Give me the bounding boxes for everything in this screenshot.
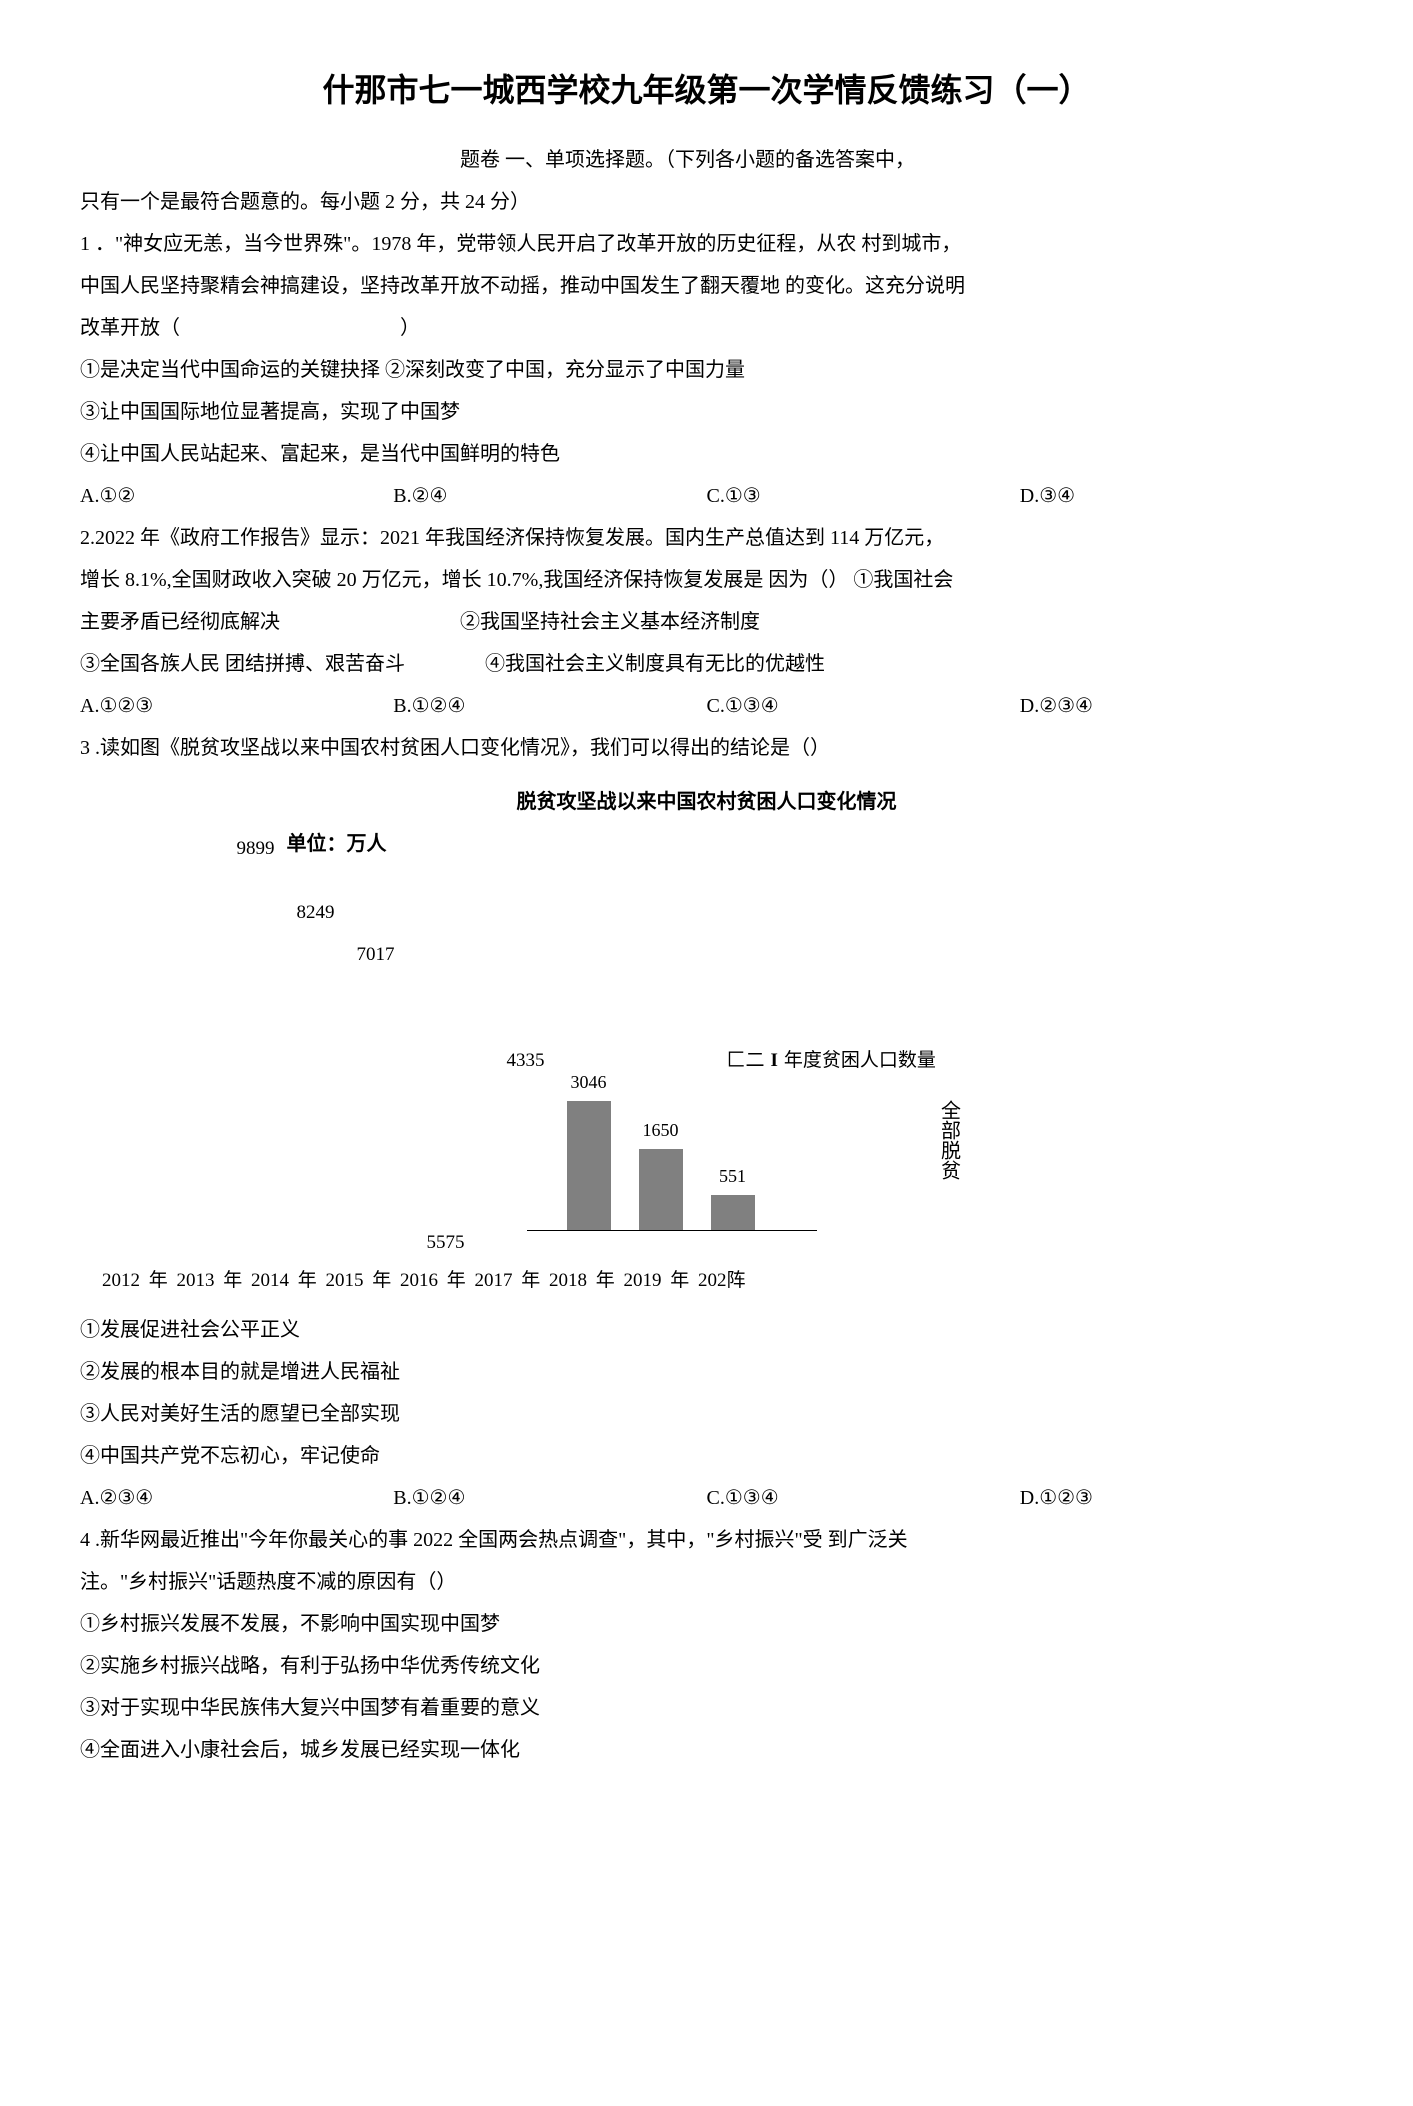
bar-3046: 3046 — [567, 1065, 611, 1231]
q3-stem: 3 .读如图《脱贫攻坚战以来中国农村贫困人口变化情况》，我们可以得出的结论是（） — [80, 729, 1333, 767]
chart-value-8249: 8249 — [297, 895, 335, 931]
q3-option-d[interactable]: D.①②③ — [1020, 1479, 1333, 1517]
bar-rect-1650 — [639, 1149, 683, 1231]
chart-title: 脱贫攻坚战以来中国农村贫困人口变化情况 — [80, 783, 1333, 821]
q4-statement-3: ③对于实现中华民族伟大复兴中国梦有着重要的意义 — [80, 1689, 1333, 1727]
chart-value-4335: 4335 — [507, 1043, 545, 1079]
q2-option-c[interactable]: C.①③④ — [707, 687, 1020, 725]
page-title: 什那市七一城西学校九年级第一次学情反馈练习（一） — [80, 60, 1333, 121]
bar-rect-3046 — [567, 1101, 611, 1231]
q1-statement-3: ④让中国人民站起来、富起来，是当代中国鲜明的特色 — [80, 435, 1333, 473]
q3-statement-1: ①发展促进社会公平正义 — [80, 1311, 1333, 1349]
bar-1650: 1650 — [639, 1113, 683, 1231]
section-instructions-2: 只有一个是最符合题意的。每小题 2 分，共 24 分） — [80, 183, 1333, 221]
chart-legend: 匚二 I 年度贫困人口数量 — [727, 1043, 936, 1079]
q2-option-a[interactable]: A.①②③ — [80, 687, 393, 725]
q1-options: A.①② B.②④ C.①③ D.③④ — [80, 477, 1333, 515]
q1-stem-2: 中国人民坚持聚精会神搞建设，坚持改革开放不动摇，推动中国发生了翻天覆地 的变化。… — [80, 267, 1333, 305]
bar-label-551: 551 — [719, 1159, 746, 1193]
section-instructions-1: 题卷 一、单项选择题。（下列各小题的备选答案中， — [80, 141, 1333, 179]
legend-i: I — [771, 1043, 778, 1079]
q1-option-d[interactable]: D.③④ — [1020, 477, 1333, 515]
q1-statement-1: ①是决定当代中国命运的关键抉择 ②深刻改变了中国，充分显示了中国力量 — [80, 351, 1333, 389]
chart-baseline — [527, 1230, 817, 1231]
q4-stem-2: 注。"乡村振兴"话题热度不减的原因有（） — [80, 1563, 1333, 1601]
q1-option-c[interactable]: C.①③ — [707, 477, 1020, 515]
chart-value-9899: 9899 — [237, 831, 275, 867]
q2-option-d[interactable]: D.②③④ — [1020, 687, 1333, 725]
chart-side-label: 全部脱贫 — [937, 1100, 961, 1180]
q1-option-b[interactable]: B.②④ — [393, 477, 706, 515]
q3-options: A.②③④ B.①②④ C.①③④ D.①②③ — [80, 1479, 1333, 1517]
bar-551: 551 — [711, 1159, 755, 1231]
q4-statement-2: ②实施乡村振兴战略，有利于弘扬中华优秀传统文化 — [80, 1647, 1333, 1685]
q1-stem-1: 1 ．"神女应无恙，当今世界殊"。1978 年，党带领人民开启了改革开放的历史征… — [80, 225, 1333, 263]
legend-text: 年度贫困人口数量 — [784, 1043, 936, 1079]
chart-unit-label: 单位：万人 — [287, 825, 387, 863]
q3-statement-4: ④中国共产党不忘初心，牢记使命 — [80, 1437, 1333, 1475]
q1-stem-3: 改革开放（ ） — [80, 309, 1333, 347]
q4-statement-4: ④全面进入小康社会后，城乡发展已经实现一体化 — [80, 1731, 1333, 1769]
chart-area: 单位：万人 9899 8249 7017 4335 5575 匚二 I 年度贫困… — [227, 825, 1187, 1255]
q3-statement-3: ③人民对美好生活的愿望已全部实现 — [80, 1395, 1333, 1433]
chart-value-7017: 7017 — [357, 937, 395, 973]
q2-stem-4: ③全国各族人民 团结拼搏、艰苦奋斗 ④我国社会主义制度具有无比的优越性 — [80, 645, 1333, 683]
q2-stem-1: 2.2022 年《政府工作报告》显示：2021 年我国经济保持恢复发展。国内生产… — [80, 519, 1333, 557]
chart-value-5575: 5575 — [427, 1225, 465, 1261]
bar-label-1650: 1650 — [643, 1113, 679, 1147]
q4-statement-1: ①乡村振兴发展不发展，不影响中国实现中国梦 — [80, 1605, 1333, 1643]
q4-stem-1: 4 .新华网最近推出"今年你最关心的事 2022 全国两会热点调查"，其中，"乡… — [80, 1521, 1333, 1559]
q1-option-a[interactable]: A.①② — [80, 477, 393, 515]
q2-options: A.①②③ B.①②④ C.①③④ D.②③④ — [80, 687, 1333, 725]
q3-option-a[interactable]: A.②③④ — [80, 1479, 393, 1517]
bar-rect-551 — [711, 1195, 755, 1231]
q3-statement-2: ②发展的根本目的就是增进人民福祉 — [80, 1353, 1333, 1391]
bar-label-3046: 3046 — [571, 1065, 607, 1099]
q3-option-c[interactable]: C.①③④ — [707, 1479, 1020, 1517]
q1-statement-2: ③让中国国际地位显著提高，实现了中国梦 — [80, 393, 1333, 431]
q2-option-b[interactable]: B.①②④ — [393, 687, 706, 725]
chart-bars: 3046 1650 551 — [567, 1065, 755, 1231]
q3-option-b[interactable]: B.①②④ — [393, 1479, 706, 1517]
q2-stem-3: 主要矛盾已经彻底解决 ②我国坚持社会主义基本经济制度 — [80, 603, 1333, 641]
q2-stem-2: 增长 8.1%,全国财政收入突破 20 万亿元，增长 10.7%,我国经济保持恢… — [80, 561, 1333, 599]
chart-xaxis: 2012 年 2013 年 2014 年 2015 年 2016 年 2017 … — [80, 1263, 1333, 1299]
